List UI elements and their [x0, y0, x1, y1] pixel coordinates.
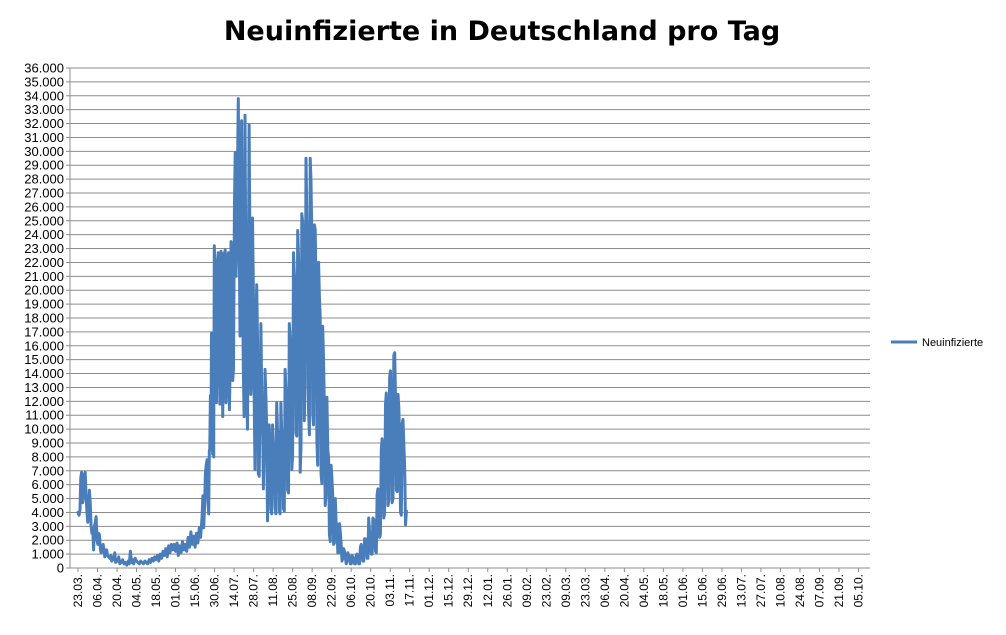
x-tick-label: 18.05.	[656, 574, 670, 607]
x-tick-label: 28.07.	[247, 574, 261, 607]
y-tick-label: 27.000	[24, 186, 64, 201]
x-tick-label: 06.04.	[91, 574, 105, 607]
y-tick-label: 15.000	[24, 352, 64, 367]
x-tick-label: 24.08.	[793, 574, 807, 607]
y-tick-label: 0	[57, 561, 64, 576]
y-tick-label: 9.000	[31, 436, 64, 451]
x-tick-label: 15.06.	[695, 574, 709, 607]
x-tick-label: 06.10.	[344, 574, 358, 607]
chart-title: Neuinfizierte in Deutschland pro Tag	[224, 16, 780, 47]
x-axis-tick-labels: 23.03. 06.04. 20.04. 04.05. 18.05. 01.06. 15.0…	[71, 574, 865, 607]
x-tick-label: 17.11.	[403, 574, 417, 606]
x-tick-label: 11.08.	[266, 574, 280, 606]
x-tick-label: 01.06.	[169, 574, 183, 607]
x-tick-label: 15.12.	[442, 574, 456, 607]
y-tick-label: 19.000	[24, 297, 64, 312]
y-tick-label: 25.000	[24, 213, 64, 228]
x-tick-label: 23.03.	[578, 574, 592, 607]
y-tick-label: 35.000	[24, 74, 64, 89]
y-tick-label: 22.000	[24, 255, 64, 270]
y-tick-label: 13.000	[24, 380, 64, 395]
x-tick-label: 14.07.	[227, 574, 241, 607]
x-tick-label: 29.06.	[715, 574, 729, 607]
y-tick-label: 17.000	[24, 324, 64, 339]
y-tick-label: 14.000	[24, 366, 64, 381]
y-tick-label: 4.000	[31, 505, 64, 520]
y-tick-label: 21.000	[24, 269, 64, 284]
y-tick-label: 12.000	[24, 394, 64, 409]
x-tick-label: 04.05.	[637, 574, 651, 607]
y-tick-label: 23.000	[24, 241, 64, 256]
x-tick-label: 21.09.	[832, 574, 846, 607]
y-tick-label: 8.000	[31, 449, 64, 464]
y-tick-label: 7.000	[31, 463, 64, 478]
legend: Neuinfizierte	[891, 337, 983, 349]
y-tick-label: 30.000	[24, 144, 64, 159]
y-tick-label: 36.000	[24, 61, 64, 76]
y-tick-label: 10.000	[24, 422, 64, 437]
x-tick-label: 23.03.	[71, 574, 85, 607]
x-tick-label: 29.12.	[461, 574, 475, 607]
y-tick-label: 5.000	[31, 491, 64, 506]
gridlines	[66, 67, 870, 569]
x-tick-label: 03.11.	[383, 574, 397, 606]
x-tick-label: 20.10.	[364, 574, 378, 607]
y-tick-label: 3.000	[31, 519, 64, 534]
series-line	[76, 97, 408, 567]
y-axis-tick-labels: 01.0002.0003.0004.0005.0006.0007.0008.00…	[24, 61, 64, 576]
x-tick-label: 20.04.	[110, 574, 124, 607]
x-tick-label: 13.07.	[734, 574, 748, 607]
y-tick-label: 1.000	[31, 547, 64, 562]
y-tick-label: 2.000	[31, 533, 64, 548]
y-tick-label: 18.000	[24, 311, 64, 326]
x-tick-label: 20.04.	[617, 574, 631, 607]
x-tick-label: 25.08.	[286, 574, 300, 607]
y-tick-label: 33.000	[24, 102, 64, 117]
x-tick-label: 08.09.	[305, 574, 319, 607]
y-tick-label: 34.000	[24, 88, 64, 103]
y-tick-label: 16.000	[24, 338, 64, 353]
y-tick-label: 29.000	[24, 158, 64, 173]
x-tick-label: 15.06.	[188, 574, 202, 607]
x-tick-label: 26.01.	[500, 574, 514, 607]
x-tick-label: 09.02.	[520, 574, 534, 607]
x-tick-label: 18.05.	[149, 574, 163, 607]
x-tick-label: 07.09.	[812, 574, 826, 607]
x-tick-label: 27.07.	[754, 574, 768, 607]
x-tick-label: 22.09.	[325, 574, 339, 607]
y-tick-label: 20.000	[24, 283, 64, 298]
x-tick-label: 05.10.	[851, 574, 865, 607]
x-tick-label: 23.02.	[539, 574, 553, 607]
y-tick-label: 11.000	[25, 408, 64, 423]
x-tick-label: 09.03.	[559, 574, 573, 607]
x-tick-label: 10.08.	[773, 574, 787, 607]
x-tick-label: 01.12.	[422, 574, 436, 607]
y-tick-label: 31.000	[24, 130, 64, 145]
y-tick-label: 6.000	[31, 477, 64, 492]
axes	[69, 68, 870, 572]
y-tick-label: 24.000	[24, 227, 64, 242]
y-tick-label: 26.000	[24, 199, 64, 214]
x-tick-label: 06.04.	[598, 574, 612, 607]
series-lines	[76, 97, 408, 567]
y-tick-label: 28.000	[24, 172, 64, 187]
x-tick-label: 30.06.	[208, 574, 222, 607]
x-tick-label: 12.01.	[481, 574, 495, 607]
y-tick-label: 32.000	[24, 116, 64, 131]
x-tick-label: 01.06.	[676, 574, 690, 607]
legend-label: Neuinfizierte	[922, 337, 983, 349]
x-tick-label: 04.05.	[130, 574, 144, 607]
